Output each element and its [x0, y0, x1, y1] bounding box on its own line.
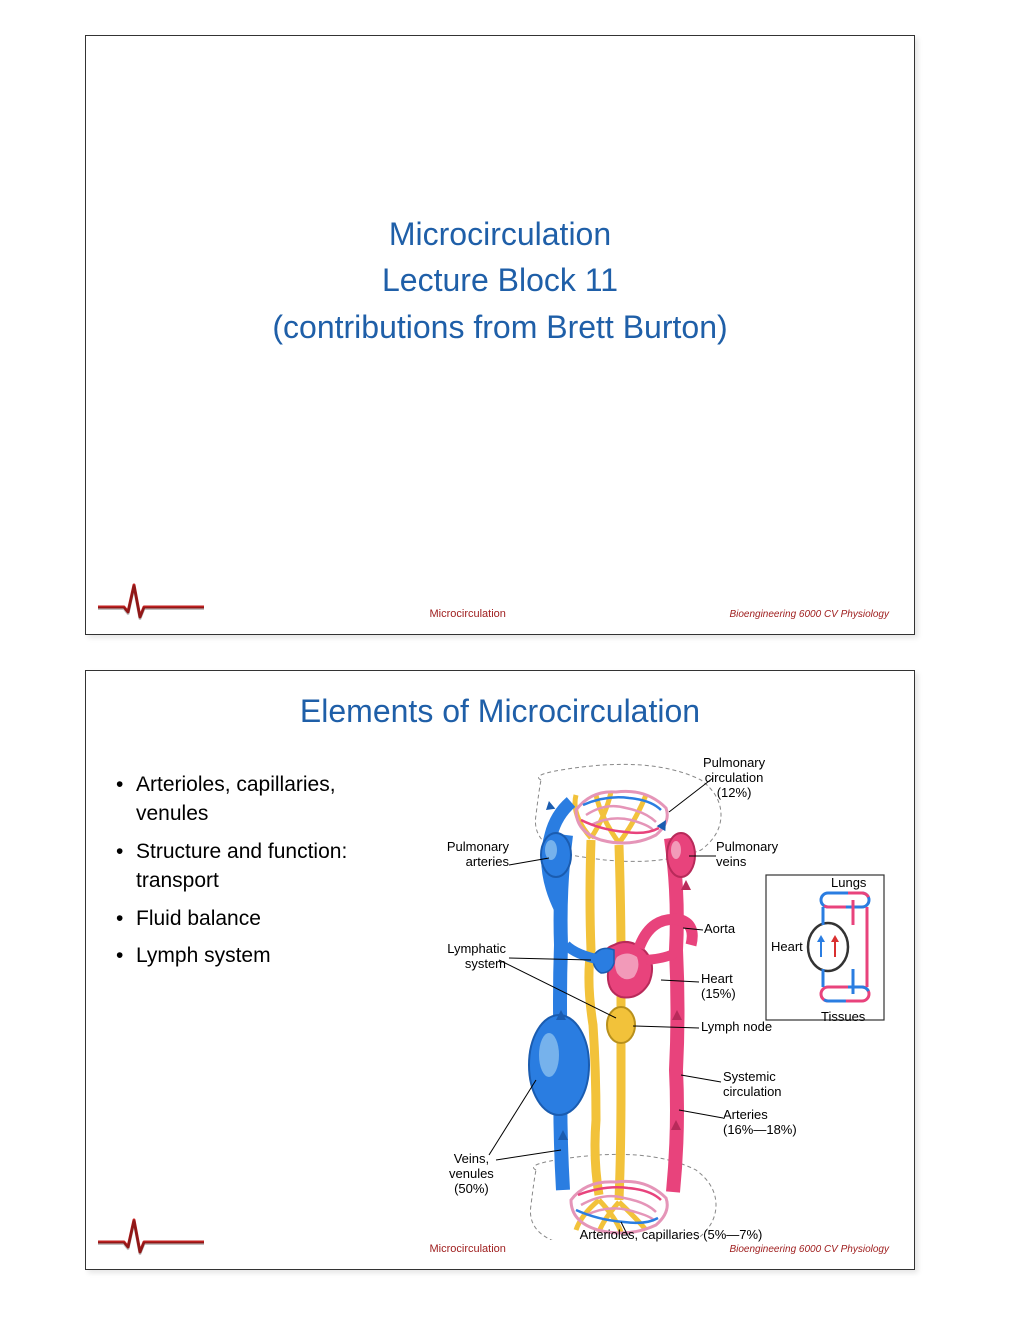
bullet-list: Arterioles, capillaries, venules Structu…: [116, 760, 406, 1240]
title-line-1: Microcirculation: [86, 211, 914, 257]
label-lymphatic-system: Lymphaticsystem: [434, 942, 506, 972]
label-pulmonary-circulation: Pulmonarycirculation(12%): [703, 756, 765, 801]
circulation-diagram: Pulmonarycirculation(12%) Pulmonaryarter…: [421, 760, 894, 1240]
list-item: Lymph system: [116, 941, 406, 970]
label-heart: Heart(15%): [701, 972, 736, 1002]
list-item: Structure and function: transport: [116, 837, 406, 896]
label-systemic-circulation: Systemiccirculation: [723, 1070, 782, 1100]
list-item: Arterioles, capillaries, venules: [116, 770, 406, 829]
slide2-title: Elements of Microcirculation: [86, 693, 914, 730]
label-arteries: Arteries(16%—18%): [723, 1108, 797, 1138]
ecg-icon: [96, 1212, 206, 1257]
slide1-footer: Microcirculation Bioengineering 6000 CV …: [86, 577, 914, 622]
ecg-icon: [96, 577, 206, 622]
slide-2: Elements of Microcirculation Arterioles,…: [85, 670, 915, 1270]
label-pulmonary-veins: Pulmonaryveins: [716, 840, 778, 870]
title-line-3: (contributions from Brett Burton): [86, 304, 914, 350]
footer-right-text: Bioengineering 6000 CV Physiology: [729, 1244, 889, 1257]
slide-1: Microcirculation Lecture Block 11 (contr…: [85, 35, 915, 635]
slide2-body: Arterioles, capillaries, venules Structu…: [86, 730, 914, 1240]
label-lungs: Lungs: [831, 876, 866, 891]
footer-right-text: Bioengineering 6000 CV Physiology: [729, 609, 889, 622]
list-item: Fluid balance: [116, 904, 406, 933]
label-pulmonary-arteries: Pulmonaryarteries: [439, 840, 509, 870]
label-aorta: Aorta: [704, 922, 735, 937]
slide2-footer: Microcirculation Bioengineering 6000 CV …: [86, 1212, 914, 1257]
label-heart-box: Heart: [771, 940, 803, 955]
title-line-2: Lecture Block 11: [86, 257, 914, 303]
label-lymph-node: Lymph node: [701, 1020, 772, 1035]
slide1-title: Microcirculation Lecture Block 11 (contr…: [86, 211, 914, 350]
label-tissues: Tissues: [821, 1010, 865, 1025]
footer-center-text: Microcirculation: [206, 608, 729, 622]
footer-center-text: Microcirculation: [206, 1243, 729, 1257]
label-veins-venules: Veins,venules(50%): [449, 1152, 494, 1197]
